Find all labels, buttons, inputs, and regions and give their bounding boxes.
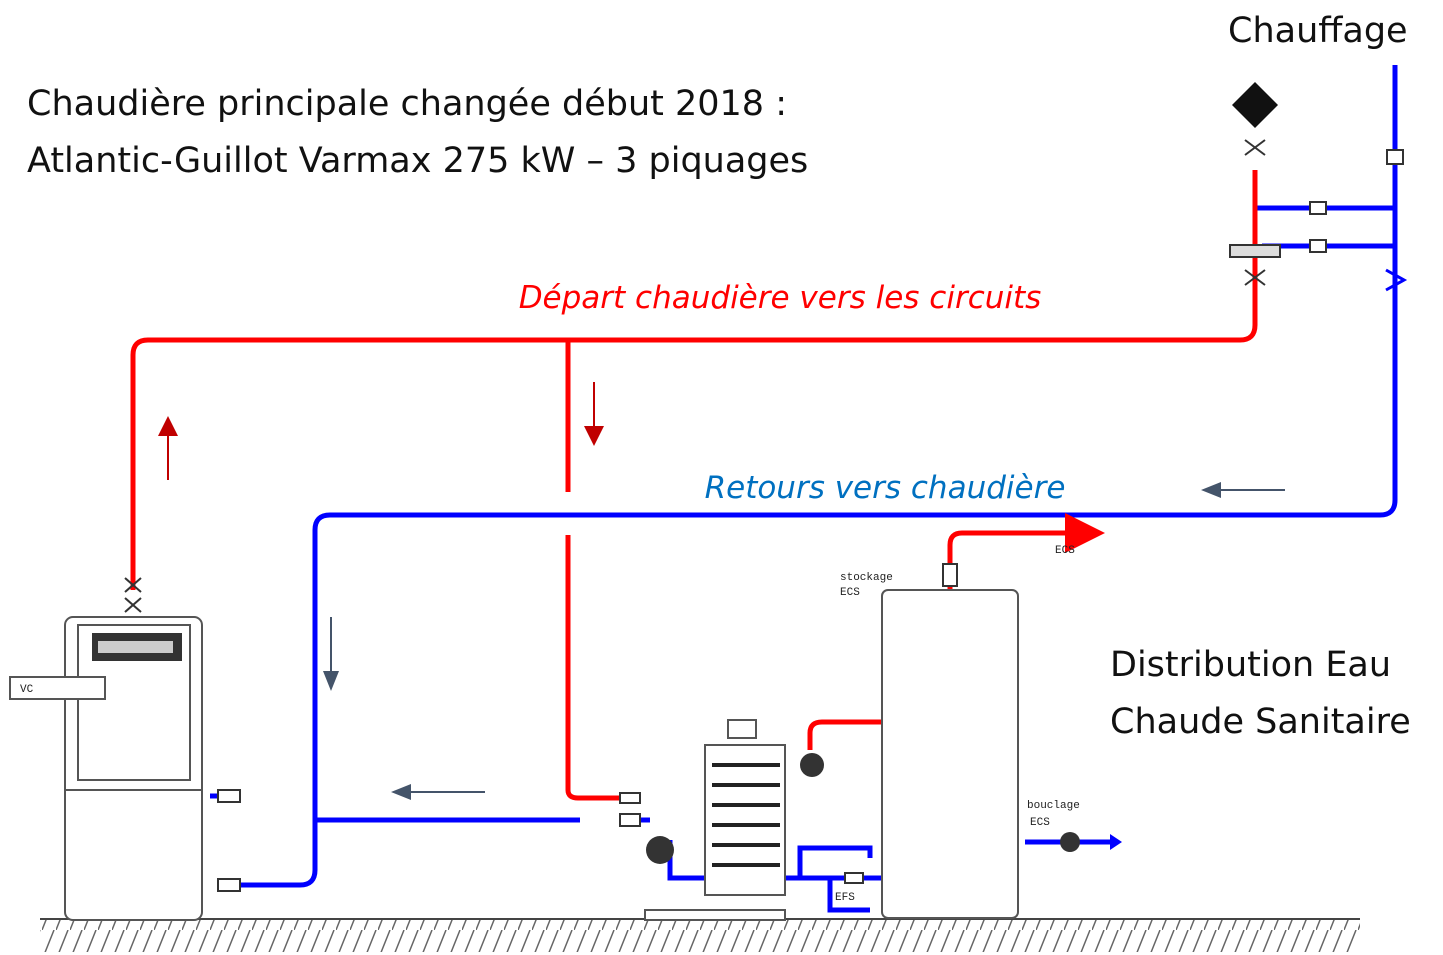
tag: bouclage xyxy=(1027,800,1080,812)
dhw-label: Distribution Eau xyxy=(1110,645,1391,685)
diagram: Chauffage Chaudière principale changée d… xyxy=(0,0,1443,955)
pump-top xyxy=(1232,82,1278,128)
supply-label: Départ chaudière vers les circuits xyxy=(519,280,1042,316)
tag: ECS xyxy=(1030,817,1050,829)
supply-pipes xyxy=(133,170,1255,798)
heating-label: Chauffage xyxy=(1228,11,1408,51)
dhw-label: Chaude Sanitaire xyxy=(1110,702,1411,742)
boiler xyxy=(10,617,202,920)
ground xyxy=(40,919,1360,952)
tag: ECS xyxy=(1055,545,1075,557)
return-label: Retours vers chaudière xyxy=(705,470,1066,506)
heading-line: Atlantic-Guillot Varmax 275 kW – 3 piqua… xyxy=(27,141,808,181)
pump xyxy=(646,836,674,864)
pump xyxy=(1060,832,1080,852)
heat-exchanger xyxy=(645,720,785,920)
pump xyxy=(800,753,824,777)
storage-tank xyxy=(882,590,1018,918)
tag: EFS xyxy=(835,892,855,904)
tag: stockage xyxy=(840,572,893,584)
pipe-end xyxy=(1110,834,1122,850)
tag: ECS xyxy=(840,587,860,599)
heading-line: Chaudière principale changée début 2018 … xyxy=(27,84,787,124)
tag: VC xyxy=(20,684,34,696)
